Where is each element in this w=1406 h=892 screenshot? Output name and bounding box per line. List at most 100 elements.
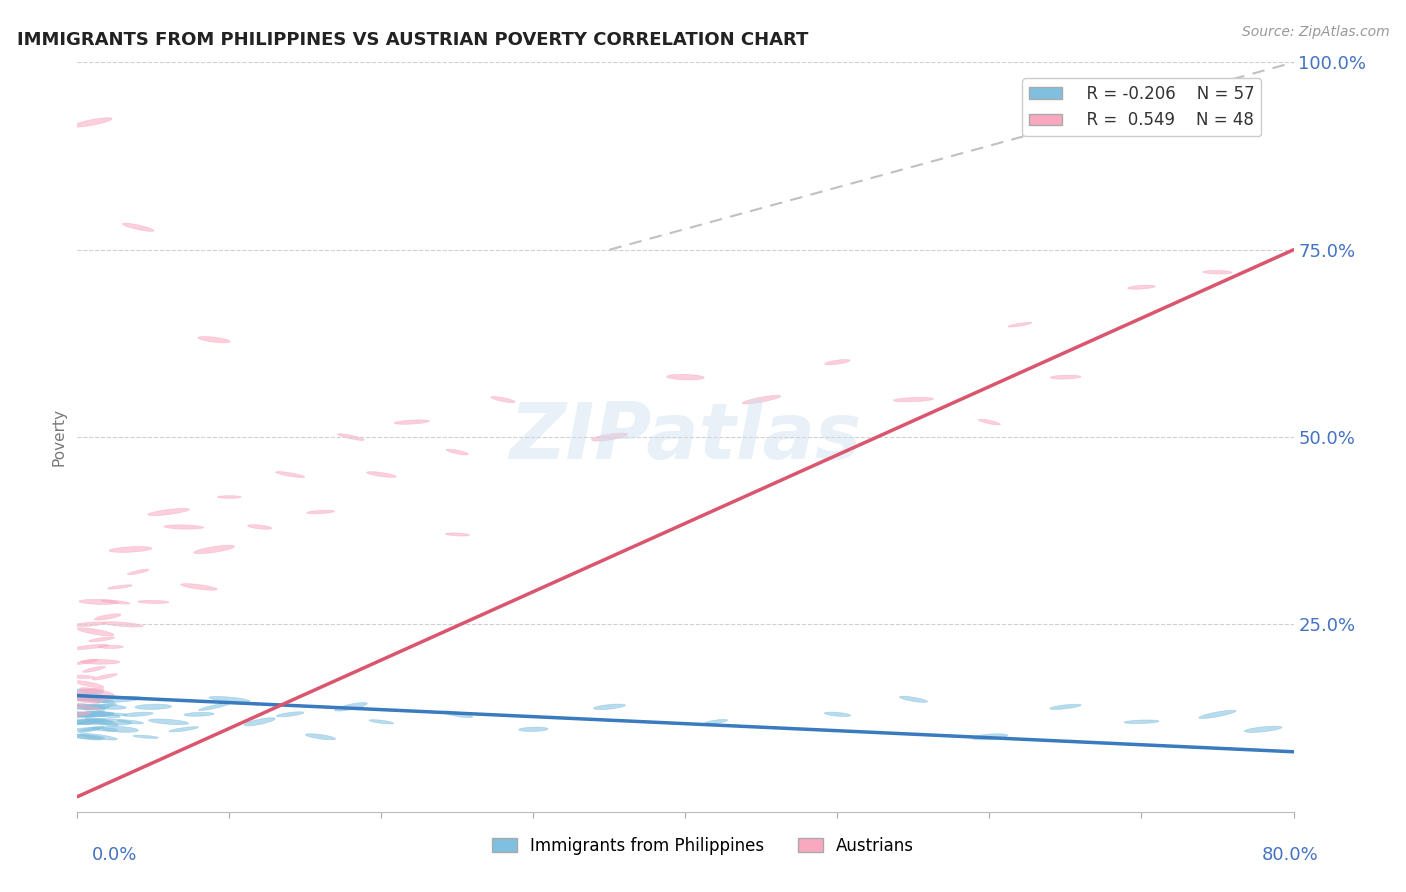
Ellipse shape bbox=[86, 711, 120, 718]
Ellipse shape bbox=[73, 644, 108, 649]
Ellipse shape bbox=[118, 720, 143, 724]
Ellipse shape bbox=[134, 735, 159, 739]
Ellipse shape bbox=[76, 698, 110, 701]
Ellipse shape bbox=[77, 712, 114, 717]
Ellipse shape bbox=[60, 695, 100, 704]
Ellipse shape bbox=[76, 698, 101, 701]
Ellipse shape bbox=[122, 223, 153, 231]
Ellipse shape bbox=[247, 524, 271, 529]
Ellipse shape bbox=[198, 703, 229, 711]
Ellipse shape bbox=[1202, 270, 1232, 274]
Ellipse shape bbox=[90, 719, 132, 725]
Ellipse shape bbox=[1050, 704, 1081, 709]
Ellipse shape bbox=[108, 585, 132, 589]
Ellipse shape bbox=[825, 359, 851, 365]
Ellipse shape bbox=[89, 637, 115, 642]
Ellipse shape bbox=[1050, 376, 1081, 379]
Ellipse shape bbox=[77, 628, 114, 636]
Text: 80.0%: 80.0% bbox=[1263, 846, 1319, 863]
Ellipse shape bbox=[135, 704, 172, 709]
Ellipse shape bbox=[194, 545, 235, 554]
Ellipse shape bbox=[128, 569, 149, 574]
Ellipse shape bbox=[138, 600, 169, 604]
Ellipse shape bbox=[277, 712, 304, 717]
Ellipse shape bbox=[103, 622, 143, 627]
Ellipse shape bbox=[67, 712, 105, 716]
Ellipse shape bbox=[66, 704, 100, 710]
Ellipse shape bbox=[307, 510, 335, 514]
Ellipse shape bbox=[101, 599, 129, 604]
Ellipse shape bbox=[1199, 710, 1236, 718]
Ellipse shape bbox=[367, 472, 396, 477]
Ellipse shape bbox=[218, 496, 242, 499]
Ellipse shape bbox=[80, 688, 114, 696]
Text: IMMIGRANTS FROM PHILIPPINES VS AUSTRIAN POVERTY CORRELATION CHART: IMMIGRANTS FROM PHILIPPINES VS AUSTRIAN … bbox=[17, 31, 808, 49]
Ellipse shape bbox=[666, 375, 704, 380]
Ellipse shape bbox=[67, 712, 91, 716]
Ellipse shape bbox=[80, 695, 114, 704]
Ellipse shape bbox=[80, 733, 117, 740]
Ellipse shape bbox=[337, 434, 364, 441]
Ellipse shape bbox=[592, 434, 627, 441]
Ellipse shape bbox=[65, 719, 105, 724]
Ellipse shape bbox=[181, 583, 217, 591]
Ellipse shape bbox=[110, 547, 152, 552]
Y-axis label: Poverty: Poverty bbox=[51, 408, 66, 467]
Ellipse shape bbox=[98, 646, 124, 648]
Ellipse shape bbox=[742, 395, 780, 404]
Ellipse shape bbox=[80, 659, 120, 665]
Legend: Immigrants from Philippines, Austrians: Immigrants from Philippines, Austrians bbox=[485, 830, 921, 862]
Ellipse shape bbox=[83, 704, 117, 710]
Ellipse shape bbox=[75, 681, 104, 688]
Ellipse shape bbox=[209, 697, 250, 702]
Ellipse shape bbox=[394, 420, 429, 425]
Ellipse shape bbox=[67, 705, 101, 709]
Ellipse shape bbox=[67, 698, 100, 701]
Ellipse shape bbox=[73, 118, 112, 127]
Ellipse shape bbox=[73, 704, 105, 710]
Ellipse shape bbox=[149, 719, 188, 724]
Ellipse shape bbox=[65, 733, 101, 740]
Ellipse shape bbox=[93, 673, 117, 680]
Ellipse shape bbox=[77, 719, 105, 724]
Ellipse shape bbox=[104, 697, 142, 702]
Ellipse shape bbox=[165, 524, 204, 529]
Ellipse shape bbox=[76, 719, 112, 724]
Ellipse shape bbox=[446, 450, 468, 455]
Ellipse shape bbox=[148, 508, 190, 516]
Ellipse shape bbox=[60, 689, 104, 695]
Ellipse shape bbox=[184, 713, 214, 716]
Ellipse shape bbox=[979, 419, 1000, 425]
Ellipse shape bbox=[519, 727, 548, 731]
Ellipse shape bbox=[70, 622, 105, 627]
Ellipse shape bbox=[91, 727, 118, 731]
Ellipse shape bbox=[446, 533, 470, 536]
Ellipse shape bbox=[73, 712, 112, 717]
Ellipse shape bbox=[370, 720, 394, 724]
Ellipse shape bbox=[103, 713, 128, 715]
Ellipse shape bbox=[335, 703, 367, 711]
Ellipse shape bbox=[72, 734, 104, 739]
Ellipse shape bbox=[245, 718, 276, 726]
Ellipse shape bbox=[1244, 726, 1282, 732]
Ellipse shape bbox=[69, 675, 96, 679]
Ellipse shape bbox=[124, 712, 153, 716]
Ellipse shape bbox=[893, 398, 934, 401]
Ellipse shape bbox=[704, 720, 727, 724]
Ellipse shape bbox=[900, 697, 928, 702]
Ellipse shape bbox=[101, 726, 139, 732]
Ellipse shape bbox=[491, 397, 515, 402]
Ellipse shape bbox=[66, 689, 104, 695]
Ellipse shape bbox=[198, 336, 231, 343]
Ellipse shape bbox=[79, 705, 110, 708]
Ellipse shape bbox=[824, 712, 851, 716]
Ellipse shape bbox=[77, 726, 104, 732]
Legend:   R = -0.206    N = 57,   R =  0.549    N = 48: R = -0.206 N = 57, R = 0.549 N = 48 bbox=[1022, 78, 1261, 136]
Ellipse shape bbox=[79, 599, 118, 605]
Text: 0.0%: 0.0% bbox=[91, 846, 136, 863]
Ellipse shape bbox=[94, 614, 121, 620]
Ellipse shape bbox=[972, 734, 1008, 739]
Ellipse shape bbox=[305, 734, 336, 739]
Ellipse shape bbox=[86, 717, 118, 726]
Ellipse shape bbox=[76, 659, 97, 665]
